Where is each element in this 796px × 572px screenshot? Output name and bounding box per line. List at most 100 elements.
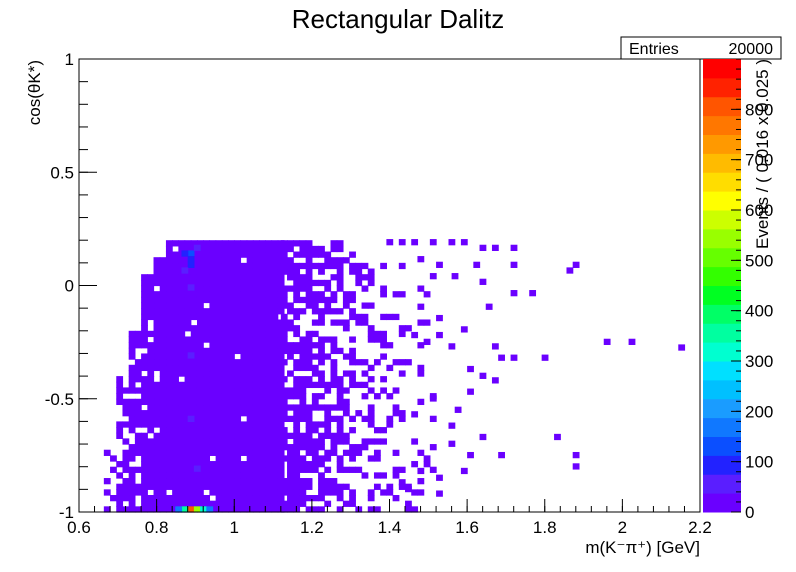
heatmap-bin bbox=[190, 455, 198, 462]
heatmap-bin bbox=[246, 353, 254, 360]
heatmap-bin bbox=[178, 438, 186, 445]
heatmap-bin bbox=[196, 398, 204, 406]
heatmap-bin bbox=[141, 506, 148, 513]
heatmap-bin bbox=[153, 393, 161, 400]
heatmap-bin bbox=[380, 427, 387, 434]
heatmap-bin bbox=[165, 291, 173, 298]
heatmap-bin bbox=[228, 262, 235, 270]
heatmap-bin bbox=[122, 404, 130, 411]
heatmap-bin bbox=[246, 313, 254, 321]
heatmap-bin bbox=[240, 461, 248, 468]
heatmap-bin bbox=[259, 466, 266, 473]
heatmap-bin bbox=[172, 274, 179, 281]
heatmap-bin bbox=[246, 285, 254, 292]
heatmap-bin bbox=[165, 285, 173, 292]
heatmap-bin bbox=[147, 421, 155, 428]
heatmap-bin bbox=[128, 364, 136, 372]
heatmap-bin bbox=[299, 296, 307, 304]
heatmap-bin bbox=[134, 376, 142, 383]
heatmap-bin bbox=[277, 466, 285, 473]
heatmap-bin bbox=[196, 296, 204, 304]
heatmap-bin bbox=[221, 506, 229, 513]
heatmap-bin bbox=[392, 387, 400, 394]
heatmap-bin bbox=[417, 449, 425, 456]
heatmap-bin bbox=[361, 472, 369, 479]
heatmap-bin bbox=[190, 370, 198, 377]
heatmap-bin bbox=[172, 404, 179, 411]
heatmap-bin bbox=[203, 387, 211, 394]
heatmap-bin bbox=[349, 500, 356, 507]
heatmap-bin bbox=[287, 285, 294, 292]
heatmap-bin bbox=[330, 438, 338, 445]
heatmap-bin bbox=[299, 404, 307, 411]
heatmap-bin bbox=[311, 404, 319, 411]
heatmap-bin bbox=[429, 415, 437, 422]
heatmap-bin bbox=[342, 353, 350, 360]
heatmap-bin bbox=[259, 359, 266, 366]
heatmap-bin bbox=[280, 245, 288, 253]
heatmap-bin bbox=[330, 404, 338, 411]
heatmap-bin bbox=[451, 273, 459, 280]
heatmap-bin bbox=[299, 489, 307, 496]
heatmap-bin bbox=[209, 285, 217, 292]
heatmap-bin bbox=[405, 485, 412, 493]
heatmap-bin bbox=[221, 336, 229, 343]
heatmap-bin bbox=[184, 393, 192, 400]
heatmap-bin bbox=[172, 257, 179, 264]
heatmap-bin bbox=[336, 387, 344, 394]
heatmap-bin bbox=[153, 313, 161, 321]
heatmap-bin bbox=[318, 461, 325, 468]
heatmap-bin bbox=[147, 364, 155, 372]
heatmap-bin bbox=[234, 421, 242, 428]
heatmap-bin bbox=[234, 444, 242, 451]
heatmap-bin bbox=[318, 376, 325, 383]
heatmap-bin bbox=[184, 381, 192, 389]
heatmap-bin bbox=[305, 291, 313, 298]
heatmap-bin bbox=[184, 279, 192, 287]
heatmap-bin bbox=[215, 319, 223, 326]
heatmap-bin bbox=[209, 319, 217, 326]
heatmap-bin bbox=[479, 372, 487, 379]
heatmap-bin bbox=[203, 359, 211, 366]
heatmap-bin bbox=[122, 495, 130, 502]
heatmap-bin bbox=[324, 336, 332, 343]
heatmap-bin bbox=[178, 370, 186, 377]
heatmap-bin bbox=[318, 370, 325, 377]
palette-swatch bbox=[703, 342, 741, 362]
heatmap-bin bbox=[172, 336, 179, 343]
heatmap-bin bbox=[184, 438, 192, 445]
heatmap-bin bbox=[153, 415, 161, 422]
heatmap-bin bbox=[246, 461, 254, 468]
heatmap-bin bbox=[318, 347, 325, 355]
heatmap-bin bbox=[215, 415, 223, 422]
heatmap-bin bbox=[165, 421, 173, 428]
heatmap-bin bbox=[277, 279, 285, 287]
heatmap-bin bbox=[265, 262, 273, 270]
heatmap-bin bbox=[265, 472, 273, 479]
heatmap-bin bbox=[259, 381, 266, 389]
heatmap-bin bbox=[367, 387, 375, 394]
heatmap-bin bbox=[280, 313, 288, 321]
heatmap-bin bbox=[330, 319, 338, 326]
heatmap-bin bbox=[367, 268, 375, 275]
heatmap-bin bbox=[355, 444, 363, 451]
heatmap-bin bbox=[271, 268, 279, 275]
heatmap-bin bbox=[159, 291, 167, 298]
heatmap-bin bbox=[209, 478, 217, 485]
heatmap-bin bbox=[336, 279, 344, 287]
heatmap-bin bbox=[246, 444, 254, 451]
heatmap-bin bbox=[178, 495, 186, 502]
palette-swatch bbox=[703, 285, 741, 305]
heatmap-bin bbox=[196, 449, 204, 456]
heatmap-bin bbox=[203, 438, 211, 445]
heatmap-bin bbox=[271, 444, 279, 451]
heatmap-bin bbox=[246, 274, 254, 281]
heatmap-bin bbox=[178, 500, 186, 507]
heatmap-bin bbox=[259, 336, 266, 343]
heatmap-bin bbox=[209, 489, 217, 496]
heatmap-bin bbox=[277, 381, 285, 389]
heatmap-bin bbox=[203, 296, 211, 304]
heatmap-bin bbox=[287, 432, 294, 439]
heatmap-bin bbox=[240, 279, 248, 287]
heatmap-bin bbox=[141, 285, 148, 292]
